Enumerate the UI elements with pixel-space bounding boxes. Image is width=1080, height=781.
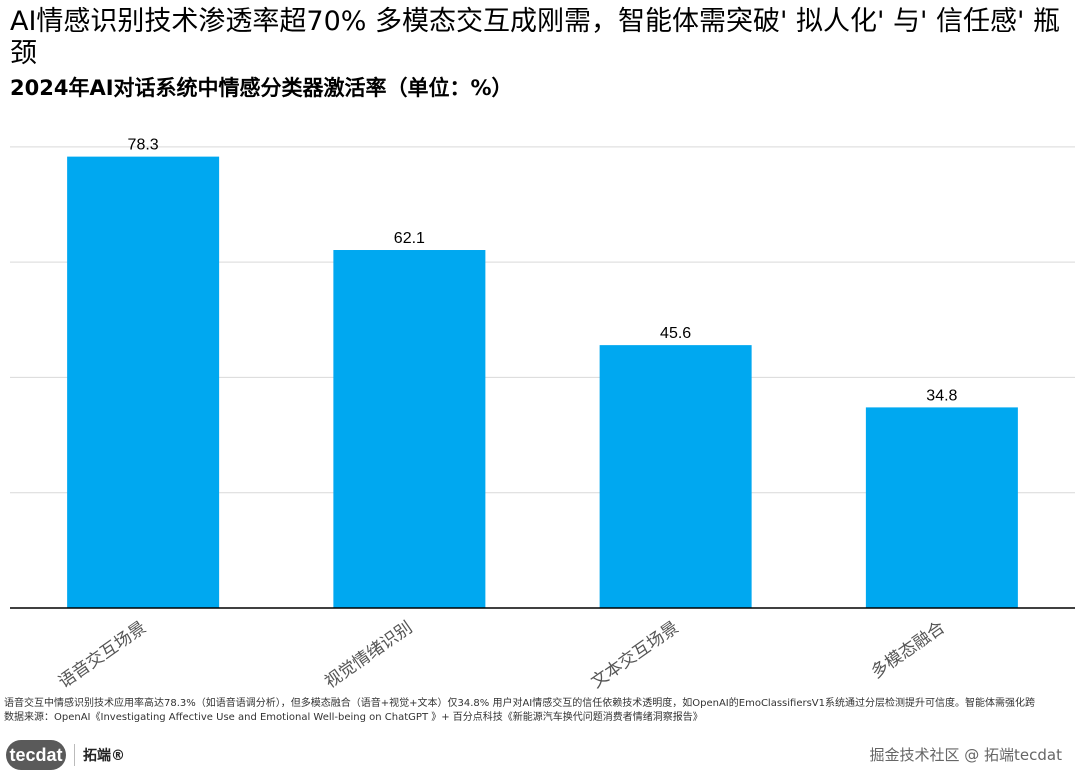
x-tick-label-4: 多模态融合 [868,618,949,683]
logo-divider [74,744,75,766]
x-tick-label-3: 文本交互场景 [587,618,682,693]
bar-4 [865,407,1018,608]
data-label-2: 62.1 [394,230,425,247]
bar-2 [333,250,486,608]
footnote-line-1: 语音交互中情感识别技术应用率高达78.3%（如语音语调分析），但多模态融合（语音… [4,698,1035,709]
page-title: AI情感识别技术渗透率超70% 多模态交互成刚需，智能体需突破' 拟人化' 与'… [10,6,1061,69]
x-tick-label-2: 视觉情绪识别 [321,618,416,693]
footnote-line-2: 数据来源：OpenAI《Investigating Affective Use … [4,712,703,723]
tecdat-logo: tecdat [6,740,66,770]
bar-chart: 78.3 语音交互场景 62.1 视觉情绪识别 45.6 文本交互场景 34.8 多模态融合 [10,137,1075,693]
chart-subtitle: 2024年AI对话系统中情感分类器激活率（单位：%） [10,76,513,100]
logo-chinese-name: 拓端® [83,748,125,764]
data-label-3: 45.6 [660,325,691,342]
bar-1 [67,156,220,608]
bar-3 [599,345,752,608]
watermark: 掘金技术社区 @ 拓端tecdat [869,746,1063,764]
data-label-4: 34.8 [926,387,957,404]
brand-logo: tecdat 拓端® [6,740,125,770]
x-tick-label-1: 语音交互场景 [55,618,150,693]
data-label-1: 78.3 [128,137,159,154]
footnote: 语音交互中情感识别技术应用率高达78.3%（如语音语调分析），但多模态融合（语音… [4,697,1080,725]
